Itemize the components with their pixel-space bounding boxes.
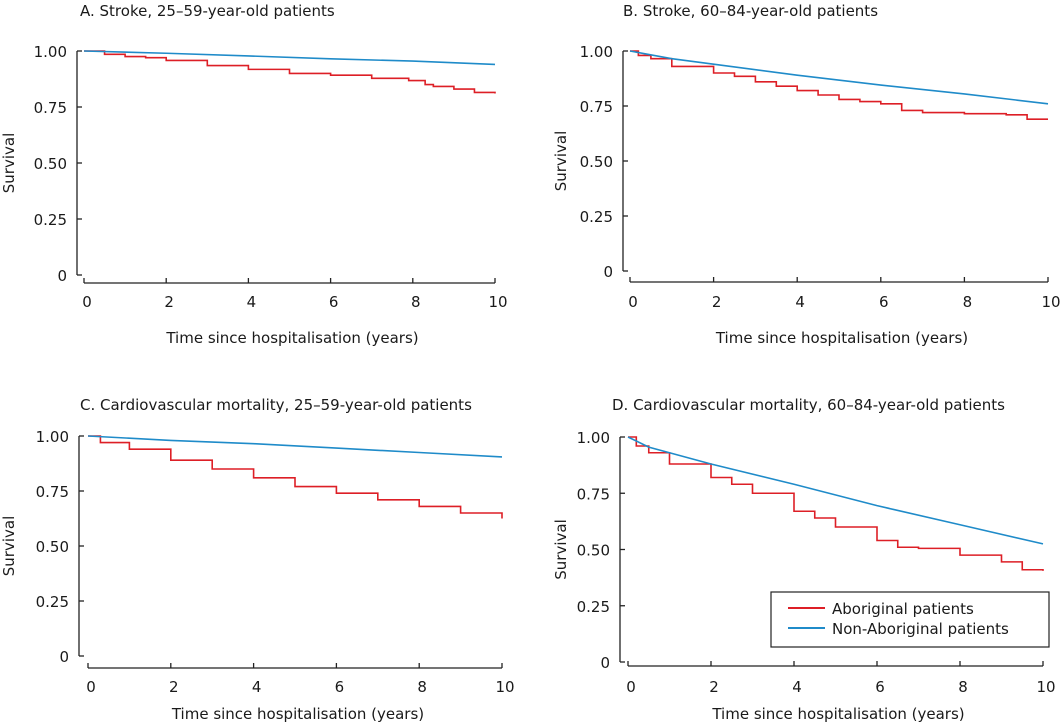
y-tick-label: 0.25	[580, 208, 613, 226]
x-tick-label: 0	[82, 293, 92, 311]
y-tick-label: 0.25	[34, 211, 67, 229]
non-aboriginal-survival-line	[83, 50, 496, 66]
x-tick-label: 2	[712, 293, 722, 311]
x-tick-label: 4	[252, 678, 262, 696]
legend: Aboriginal patients Non-Aboriginal patien…	[770, 591, 1050, 648]
y-axis-label: Survival	[552, 131, 570, 191]
non-aboriginal-survival-line	[87, 435, 503, 458]
y-tick-label: 0.25	[577, 598, 610, 616]
x-tick-label: 6	[879, 293, 889, 311]
panel-b: B. Stroke, 60–84-year-old patients 0 0.25 0…	[552, 2, 1061, 347]
x-axis-label: Time since hospitalisation (years)	[165, 329, 418, 347]
panel-title: B. Stroke, 60–84-year-old patients	[623, 2, 878, 20]
panel-c: C. Cardiovascular mortality, 25–59-year-…	[0, 396, 515, 722]
y-tick-label: 1.00	[580, 43, 613, 61]
x-tick-label: 10	[495, 678, 514, 696]
x-axis-label: Time since hospitalisation (years)	[171, 705, 424, 722]
x-axis-label: Time since hospitalisation (years)	[711, 705, 964, 722]
x-tick-label: 4	[795, 293, 805, 311]
x-tick-label: 4	[247, 293, 257, 311]
x-tick-label: 6	[329, 293, 339, 311]
y-tick-label: 0	[603, 263, 613, 281]
x-tick-label: 8	[417, 678, 427, 696]
x-tick-label: 2	[709, 678, 719, 696]
non-aboriginal-survival-line	[629, 50, 1049, 105]
panel-a: A. Stroke, 25–59-year-old patients 0 0.25 0…	[0, 2, 508, 347]
x-tick-label: 4	[792, 678, 802, 696]
x-tick-label: 0	[628, 293, 638, 311]
x-tick-label: 0	[626, 678, 636, 696]
aboriginal-survival-line	[630, 50, 1048, 120]
y-axis-label: Survival	[0, 516, 18, 576]
aboriginal-survival-line	[88, 435, 503, 519]
x-tick-label: 8	[958, 678, 968, 696]
legend-label-non-aboriginal: Non-Aboriginal patients	[832, 620, 1009, 638]
x-axis-label: Time since hospitalisation (years)	[715, 329, 968, 347]
x-tick-label: 0	[86, 678, 96, 696]
y-axis-label: Survival	[552, 519, 570, 579]
y-axis-label: Survival	[0, 133, 18, 193]
panel-title: D. Cardiovascular mortality, 60–84-year-…	[612, 396, 1005, 414]
x-tick-label: 10	[1041, 293, 1060, 311]
y-tick-label: 0.75	[36, 483, 69, 501]
y-tick-label: 0.50	[34, 155, 67, 173]
y-tick-label: 0	[600, 654, 610, 672]
non-aboriginal-survival-line	[627, 436, 1044, 545]
x-tick-label: 10	[488, 293, 507, 311]
x-tick-label: 2	[169, 678, 179, 696]
y-tick-label: 0.25	[36, 593, 69, 611]
x-tick-label: 6	[335, 678, 345, 696]
legend-label-aboriginal: Aboriginal patients	[832, 600, 974, 618]
x-tick-label: 8	[411, 293, 421, 311]
panel-d: D. Cardiovascular mortality, 60–84-year-…	[552, 396, 1056, 722]
y-tick-label: 1.00	[34, 43, 67, 61]
x-tick-label: 10	[1036, 678, 1055, 696]
aboriginal-survival-line	[84, 50, 496, 94]
y-tick-label: 0	[59, 648, 69, 666]
y-tick-label: 0.50	[577, 542, 610, 560]
y-tick-label: 1.00	[36, 428, 69, 446]
x-tick-label: 6	[875, 678, 885, 696]
panel-title: C. Cardiovascular mortality, 25–59-year-…	[80, 396, 472, 414]
y-tick-label: 0.50	[580, 153, 613, 171]
panel-title: A. Stroke, 25–59-year-old patients	[80, 2, 335, 20]
y-tick-label: 0	[57, 267, 67, 285]
y-tick-label: 1.00	[577, 429, 610, 447]
y-tick-label: 0.75	[34, 99, 67, 117]
y-tick-label: 0.50	[36, 538, 69, 556]
x-tick-label: 2	[164, 293, 174, 311]
aboriginal-survival-line	[628, 436, 1044, 571]
x-tick-label: 8	[963, 293, 973, 311]
y-tick-label: 0.75	[577, 485, 610, 503]
legend-box	[770, 591, 1050, 648]
y-tick-label: 0.75	[580, 98, 613, 116]
